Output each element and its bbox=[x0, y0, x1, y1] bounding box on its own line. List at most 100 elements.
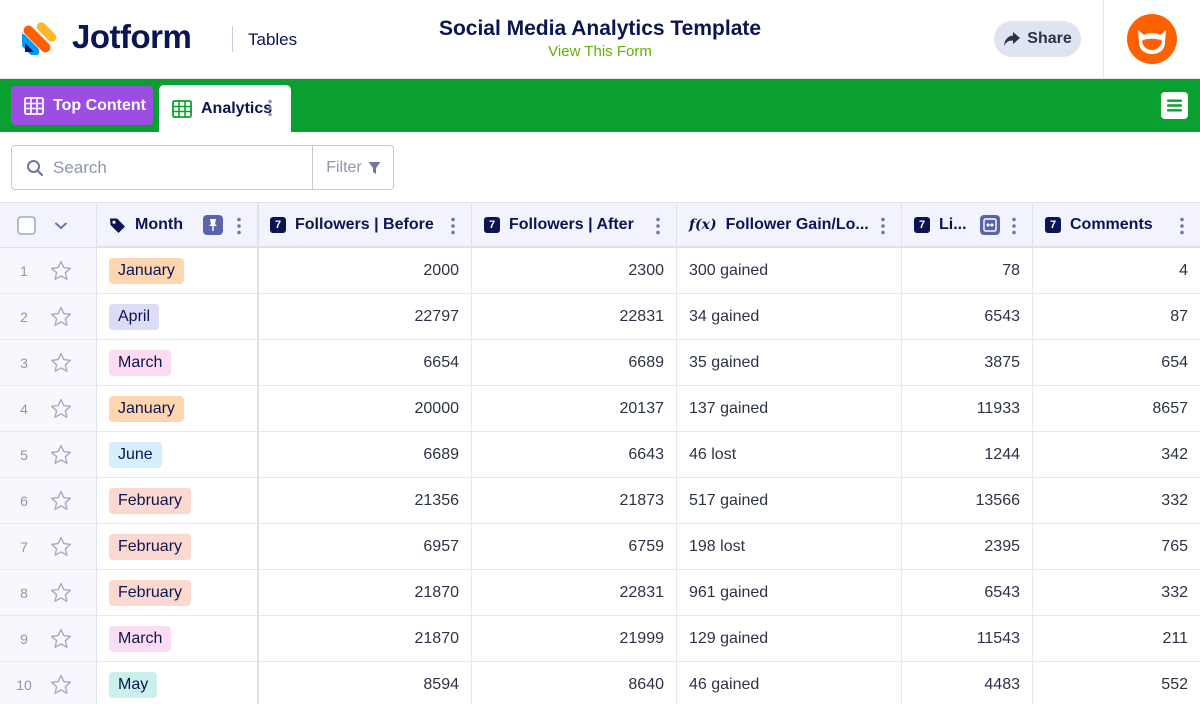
table-row[interactable]: 9 March 21870 21999 129 gained 11543 211 bbox=[0, 616, 1200, 662]
cell-followers-after[interactable]: 21873 bbox=[472, 478, 677, 523]
table-row[interactable]: 5 June 6689 6643 46 lost 1244 342 bbox=[0, 432, 1200, 478]
cell-followers-before[interactable]: 6957 bbox=[258, 524, 472, 569]
star-icon[interactable] bbox=[50, 352, 72, 373]
cell-followers-after[interactable]: 6689 bbox=[472, 340, 677, 385]
cell-followers-before[interactable]: 22797 bbox=[258, 294, 472, 339]
cell-comments[interactable]: 87 bbox=[1170, 307, 1188, 325]
cell-month[interactable]: April bbox=[97, 294, 258, 339]
share-button[interactable]: Share bbox=[994, 21, 1081, 57]
cell-month[interactable]: February bbox=[97, 570, 258, 615]
column-header-month[interactable]: Month bbox=[97, 203, 258, 247]
table-row[interactable]: 6 February 21356 21873 517 gained 13566 332 bbox=[0, 478, 1200, 524]
cell-month[interactable]: May bbox=[97, 662, 258, 704]
jotform-logo[interactable]: Jotform bbox=[22, 18, 192, 56]
cell-followers-before[interactable]: 6689 bbox=[258, 432, 472, 477]
star-icon[interactable] bbox=[50, 306, 72, 327]
cell-month[interactable]: June bbox=[97, 432, 258, 477]
column-options-icon[interactable] bbox=[237, 217, 241, 235]
cell-follower-gain[interactable]: 137 gained bbox=[677, 386, 902, 431]
cell-comments[interactable]: 552 bbox=[1161, 675, 1188, 693]
cell-followers-after[interactable]: 20137 bbox=[472, 386, 677, 431]
tab-analytics[interactable]: Analytics bbox=[159, 85, 291, 132]
view-form-link[interactable]: View This Form bbox=[548, 43, 652, 60]
star-icon[interactable] bbox=[50, 628, 72, 649]
star-icon[interactable] bbox=[50, 444, 72, 465]
cell-followers-before[interactable]: 21870 bbox=[258, 616, 472, 661]
menu-button[interactable] bbox=[1161, 92, 1188, 119]
column-header-followers-before[interactable]: 7 Followers | Before bbox=[258, 203, 472, 247]
table-row[interactable]: 2 April 22797 22831 34 gained 6543 87 bbox=[0, 294, 1200, 340]
table-row[interactable]: 1 January 2000 2300 300 gained 78 4 bbox=[0, 248, 1200, 294]
tab-top-content[interactable]: Top Content bbox=[11, 86, 153, 125]
cell-follower-gain[interactable]: 46 lost bbox=[677, 432, 902, 477]
product-name[interactable]: Tables bbox=[248, 30, 298, 49]
cell-followers-after[interactable]: 6759 bbox=[472, 524, 677, 569]
cell-followers-before[interactable]: 21356 bbox=[258, 478, 472, 523]
cell-followers-before[interactable]: 2000 bbox=[258, 248, 472, 293]
cell-followers-after[interactable]: 22831 bbox=[472, 294, 677, 339]
cell-follower-gain[interactable]: 34 gained bbox=[677, 294, 902, 339]
cell-comments[interactable]: 765 bbox=[1161, 537, 1188, 555]
cell-likes[interactable]: 6543 bbox=[902, 570, 1033, 615]
cell-likes[interactable]: 13566 bbox=[902, 478, 1033, 523]
cell-followers-after[interactable]: 8640 bbox=[472, 662, 677, 704]
column-options-icon[interactable] bbox=[881, 217, 885, 235]
star-icon[interactable] bbox=[50, 398, 72, 419]
cell-month[interactable]: February bbox=[97, 524, 258, 569]
column-options-icon[interactable] bbox=[656, 217, 660, 235]
cell-follower-gain[interactable]: 129 gained bbox=[677, 616, 902, 661]
cell-month[interactable]: January bbox=[97, 248, 258, 293]
filter-button[interactable]: Filter bbox=[312, 146, 394, 189]
cell-likes[interactable]: 78 bbox=[902, 248, 1033, 293]
cell-comments[interactable]: 211 bbox=[1162, 629, 1188, 647]
column-header-follower-gain[interactable]: f(x) Follower Gain/Lo... bbox=[677, 203, 902, 247]
column-options-icon[interactable] bbox=[451, 217, 455, 235]
cell-likes[interactable]: 6543 bbox=[902, 294, 1033, 339]
tab-options-icon[interactable] bbox=[268, 99, 272, 117]
star-icon[interactable] bbox=[50, 490, 72, 511]
column-header-comments[interactable]: 7 Comments bbox=[1033, 203, 1200, 247]
cell-likes[interactable]: 2395 bbox=[902, 524, 1033, 569]
cell-followers-after[interactable]: 22831 bbox=[472, 570, 677, 615]
cell-follower-gain[interactable]: 198 lost bbox=[677, 524, 902, 569]
resize-column-button[interactable] bbox=[980, 215, 1000, 235]
cell-comments[interactable]: 342 bbox=[1161, 445, 1188, 463]
cell-comments[interactable]: 4 bbox=[1179, 261, 1188, 279]
star-icon[interactable] bbox=[50, 536, 72, 557]
cell-comments[interactable]: 332 bbox=[1161, 491, 1188, 509]
cell-follower-gain[interactable]: 35 gained bbox=[677, 340, 902, 385]
cell-likes[interactable]: 11933 bbox=[902, 386, 1033, 431]
table-row[interactable]: 8 February 21870 22831 961 gained 6543 332 bbox=[0, 570, 1200, 616]
column-options-icon[interactable] bbox=[1180, 217, 1184, 235]
cell-followers-before[interactable]: 21870 bbox=[258, 570, 472, 615]
cell-follower-gain[interactable]: 961 gained bbox=[677, 570, 902, 615]
cell-followers-after[interactable]: 6643 bbox=[472, 432, 677, 477]
table-row[interactable]: 4 January 20000 20137 137 gained 11933 8657 bbox=[0, 386, 1200, 432]
chevron-down-icon[interactable] bbox=[55, 222, 67, 230]
cell-follower-gain[interactable]: 517 gained bbox=[677, 478, 902, 523]
cell-comments[interactable]: 654 bbox=[1161, 353, 1188, 371]
star-icon[interactable] bbox=[50, 260, 72, 281]
cell-month[interactable]: March bbox=[97, 616, 258, 661]
cell-likes[interactable]: 4483 bbox=[902, 662, 1033, 704]
cell-likes[interactable]: 11543 bbox=[902, 616, 1033, 661]
table-row[interactable]: 10 May 8594 8640 46 gained 4483 552 bbox=[0, 662, 1200, 704]
cell-followers-before[interactable]: 6654 bbox=[258, 340, 472, 385]
select-all-checkbox[interactable] bbox=[17, 216, 36, 235]
search-input[interactable] bbox=[12, 146, 312, 189]
cell-followers-before[interactable]: 8594 bbox=[258, 662, 472, 704]
star-icon[interactable] bbox=[50, 582, 72, 603]
cell-followers-after[interactable]: 2300 bbox=[472, 248, 677, 293]
table-row[interactable]: 7 February 6957 6759 198 lost 2395 765 bbox=[0, 524, 1200, 570]
cell-likes[interactable]: 1244 bbox=[902, 432, 1033, 477]
star-icon[interactable] bbox=[50, 674, 72, 695]
column-header-followers-after[interactable]: 7 Followers | After bbox=[472, 203, 677, 247]
user-avatar[interactable] bbox=[1127, 14, 1177, 64]
cell-followers-after[interactable]: 21999 bbox=[472, 616, 677, 661]
cell-likes[interactable]: 3875 bbox=[902, 340, 1033, 385]
cell-month[interactable]: January bbox=[97, 386, 258, 431]
cell-follower-gain[interactable]: 46 gained bbox=[677, 662, 902, 704]
pin-column-button[interactable] bbox=[203, 215, 223, 235]
cell-comments[interactable]: 332 bbox=[1161, 583, 1188, 601]
cell-followers-before[interactable]: 20000 bbox=[258, 386, 472, 431]
